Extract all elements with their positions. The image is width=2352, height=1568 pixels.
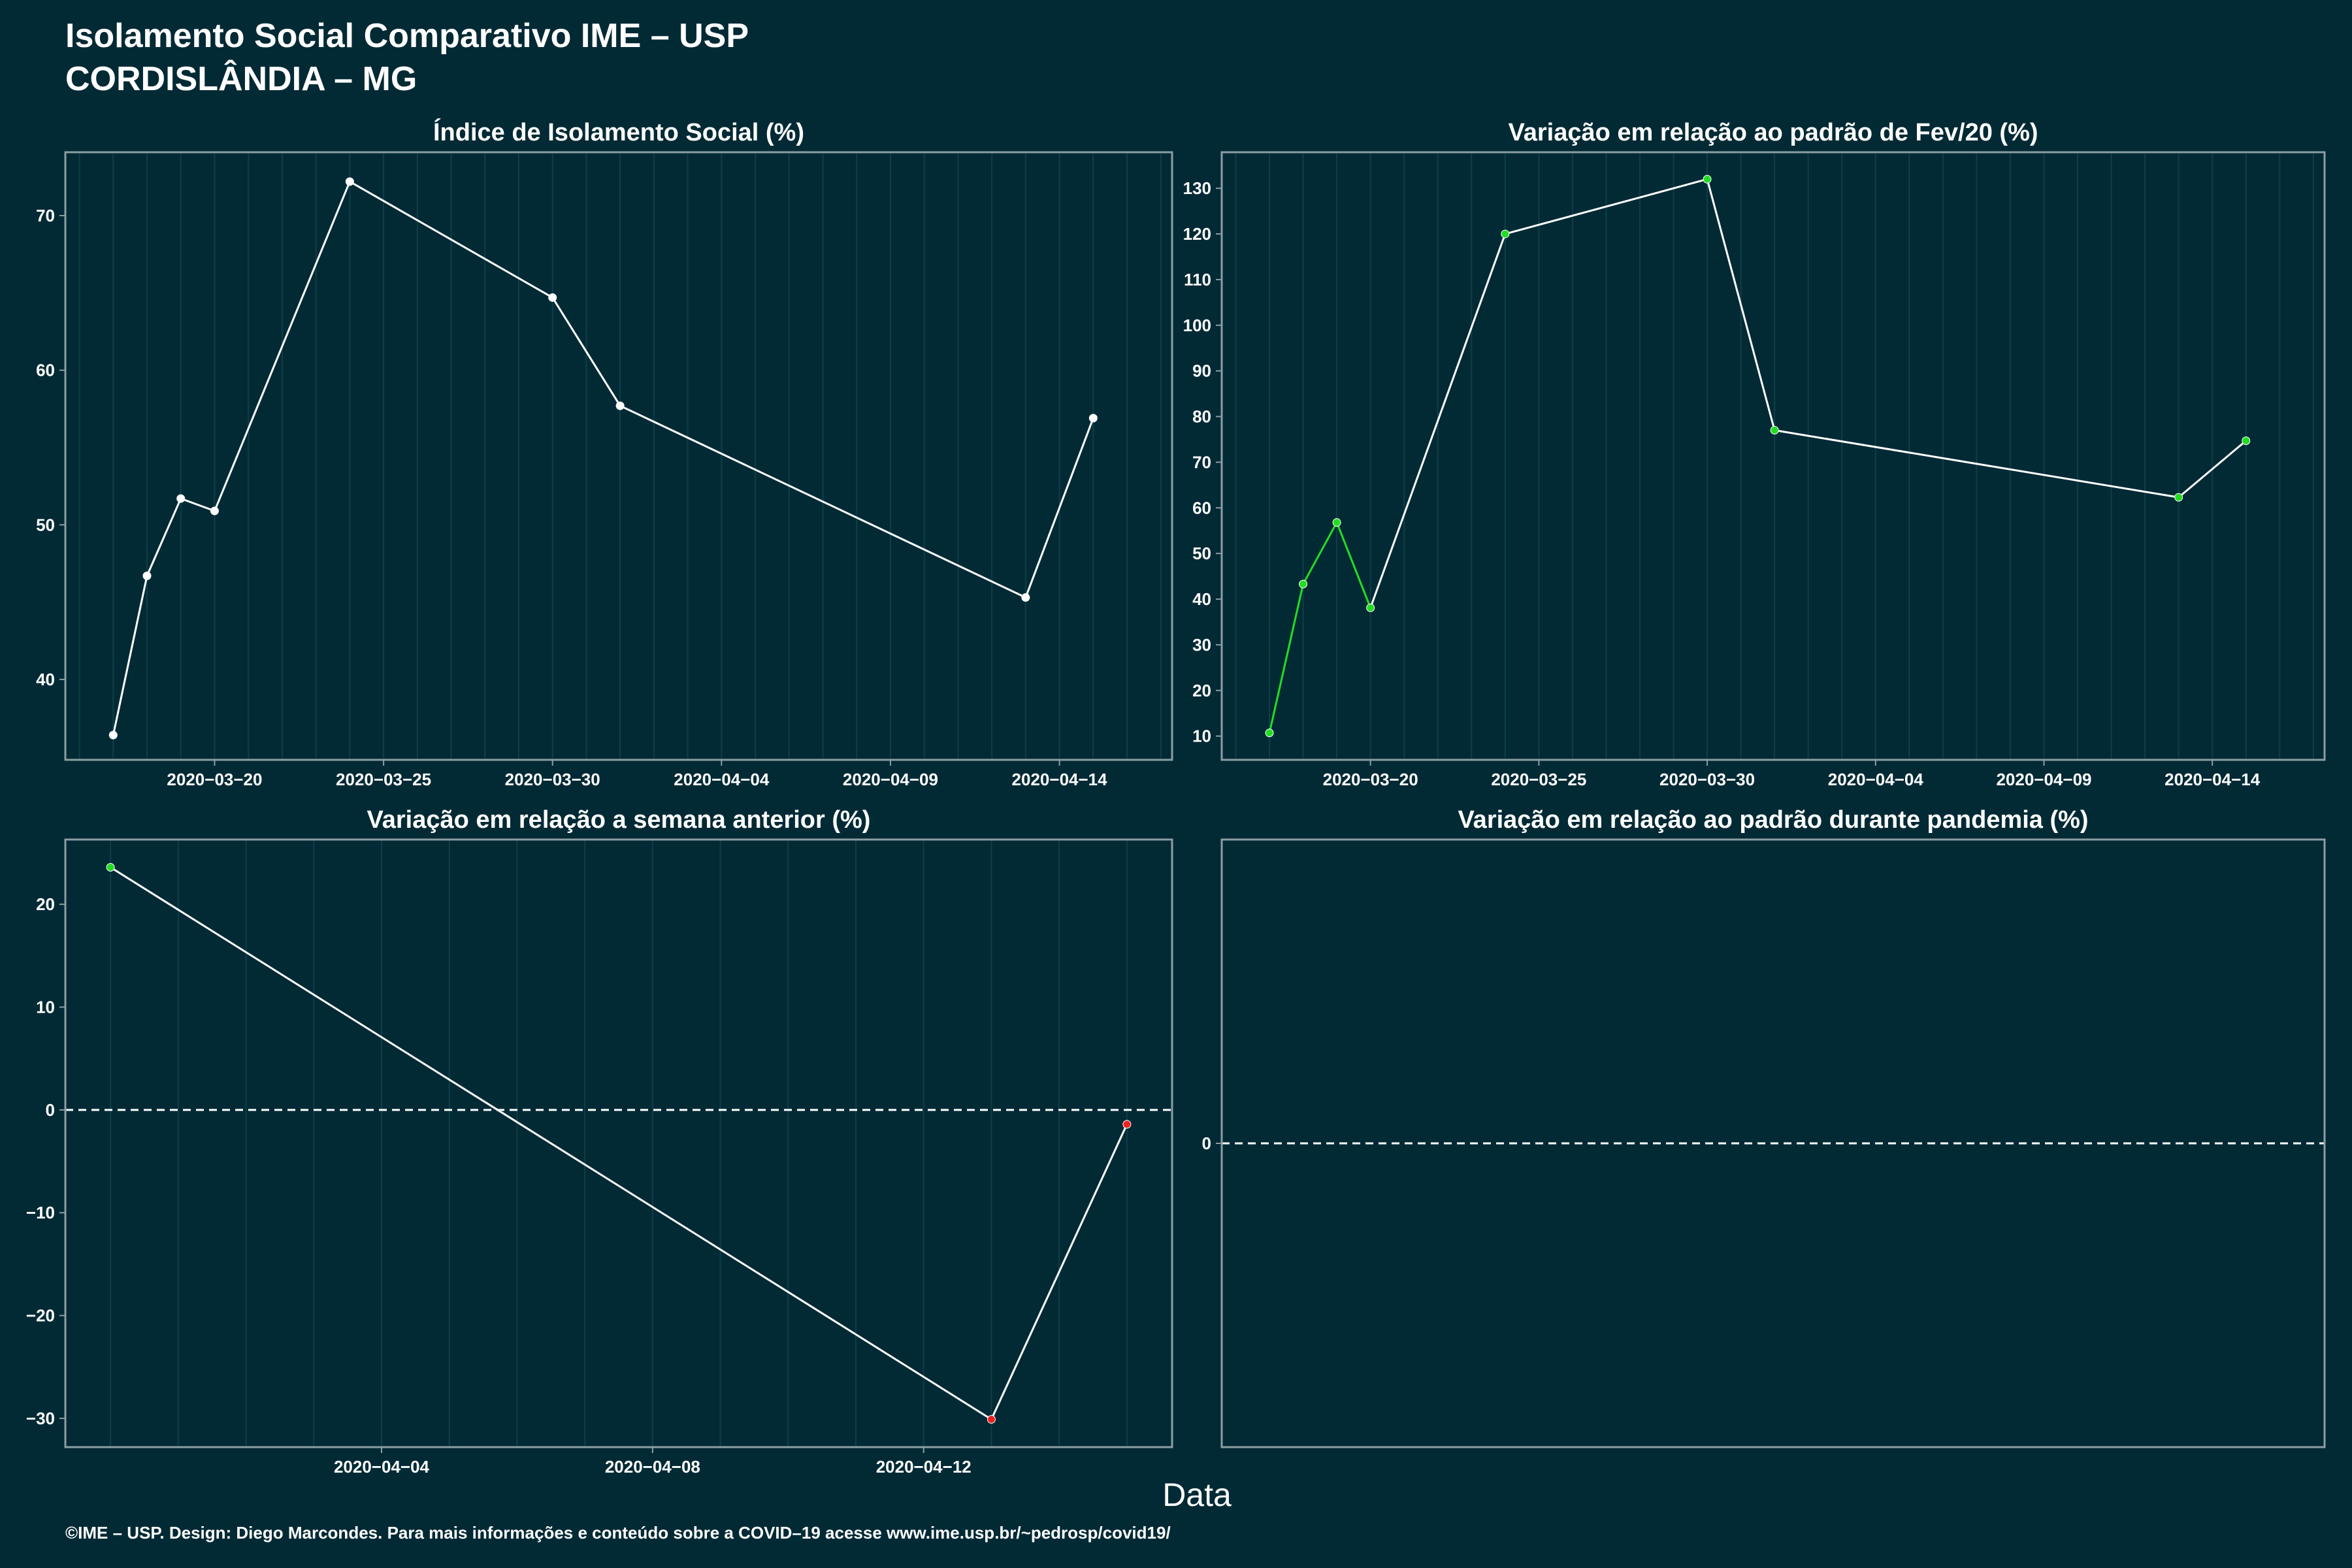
series-segment	[112, 576, 148, 736]
panel-title: Variação em relação a semana anterior (%…	[367, 806, 871, 834]
series-segment	[1024, 417, 1094, 598]
data-point	[1122, 1120, 1132, 1129]
series-segment	[1335, 522, 1372, 608]
footer-credit: ©IME – USP. Design: Diego Marcondes. Par…	[65, 1523, 1171, 1543]
y-tick-label: −10	[26, 1203, 55, 1222]
series-segment	[146, 498, 182, 576]
data-point	[106, 862, 115, 872]
y-tick-label: 130	[1183, 178, 1211, 198]
series-segment	[1774, 429, 2179, 498]
data-point	[615, 401, 625, 410]
x-tick-label: 2020−04−12	[876, 1457, 972, 1477]
page-subtitle: CORDISLÂNDIA – MG	[65, 59, 417, 98]
x-tick-label: 2020−04−09	[1996, 770, 2091, 789]
data-point	[1332, 518, 1341, 527]
data-point	[2174, 493, 2183, 502]
y-tick-label: 0	[1202, 1134, 1211, 1153]
y-tick-label: 0	[46, 1100, 55, 1120]
y-tick-label: 40	[1192, 589, 1211, 609]
series-segment	[551, 297, 621, 406]
panel-border	[64, 151, 1173, 761]
y-tick-label: 10	[36, 997, 55, 1017]
panel-title: Índice de Isolamento Social (%)	[433, 118, 804, 146]
plot-area	[65, 152, 1172, 760]
y-tick-label: 20	[36, 894, 55, 914]
series-segment	[110, 866, 992, 1420]
x-tick-label: 2020−04−14	[1012, 770, 1108, 789]
page-title: Isolamento Social Comparativo IME – USP	[65, 17, 749, 55]
data-point	[210, 506, 219, 515]
x-tick-label: 2020−04−04	[334, 1457, 430, 1477]
y-tick-label: 110	[1184, 270, 1211, 289]
x-tick-label: 2020−03−20	[1323, 770, 1418, 789]
series-segment	[180, 497, 215, 512]
data-point	[1021, 593, 1030, 602]
plot-area	[65, 840, 1172, 1447]
x-tick-label: 2020−04−14	[2164, 770, 2261, 789]
y-tick-label: 20	[1192, 681, 1211, 700]
series-segment	[1302, 521, 1338, 585]
y-tick-label: 60	[1192, 498, 1211, 517]
y-tick-label: 90	[1192, 361, 1211, 381]
series-segment	[1505, 178, 1708, 235]
series-segment	[2178, 440, 2247, 498]
panel-border	[1220, 151, 2326, 761]
panel-fev20: Variação em relação ao padrão de Fev/20 …	[1183, 119, 2326, 789]
y-tick-label: 40	[36, 670, 55, 689]
data-point	[1501, 229, 1510, 238]
data-point	[987, 1415, 996, 1424]
data-point	[1265, 728, 1274, 738]
series-segment	[1706, 178, 1776, 431]
series-segment	[990, 1124, 1128, 1420]
y-tick-label: −20	[26, 1306, 55, 1326]
y-tick-label: 50	[36, 515, 55, 534]
y-tick-label: 60	[36, 361, 55, 380]
data-point	[548, 293, 557, 302]
x-tick-label: 2020−04−08	[605, 1457, 700, 1477]
y-tick-label: 80	[1192, 407, 1211, 427]
y-tick-label: 100	[1183, 316, 1211, 335]
y-tick-label: 50	[1192, 544, 1211, 563]
data-point	[142, 571, 152, 580]
data-point	[1299, 580, 1308, 589]
x-tick-label: 2020−03−25	[1491, 770, 1586, 789]
panel-isolamento: Índice de Isolamento Social (%) 40 50 60 70 2…	[36, 118, 1173, 789]
data-point	[345, 177, 354, 186]
y-tick-label: 10	[1192, 727, 1211, 746]
y-tick-label: 30	[1192, 635, 1211, 655]
panel-title: Variação em relação ao padrão durante pa…	[1458, 806, 2088, 834]
series-segment	[1369, 233, 1507, 608]
data-point	[176, 494, 186, 503]
panel-semana: Variação em relação a semana anterior (%…	[26, 806, 1173, 1477]
x-tick-label: 2020−04−04	[674, 770, 770, 789]
x-tick-label: 2020−03−30	[1659, 770, 1755, 789]
panel-border	[64, 838, 1173, 1448]
x-tick-label: 2020−04−09	[843, 770, 938, 789]
data-point	[1703, 174, 1712, 184]
panel-border	[1220, 838, 2326, 1448]
data-point	[1770, 426, 1779, 435]
series-segment	[619, 404, 1026, 598]
y-tick-label: 120	[1183, 224, 1211, 244]
x-tick-label: 2020−03−30	[505, 770, 600, 789]
series-segment	[349, 180, 553, 299]
data-point	[108, 730, 118, 740]
x-tick-label: 2020−04−04	[1828, 770, 1924, 789]
panel-pandemia: Variação em relação ao padrão durante pa…	[1202, 806, 2326, 1448]
panel-title: Variação em relação ao padrão de Fev/20 …	[1508, 119, 2038, 146]
x-tick-label: 2020−03−20	[167, 770, 262, 789]
y-tick-label: 70	[36, 206, 55, 225]
series-segment	[214, 181, 351, 512]
y-tick-label: 70	[1192, 452, 1211, 472]
series-segment	[1268, 583, 1305, 734]
plot-area	[1222, 152, 2325, 760]
y-tick-label: −30	[26, 1409, 55, 1428]
data-point	[1366, 603, 1375, 612]
data-point	[1088, 414, 1098, 423]
x-axis-label: Data	[1162, 1477, 1232, 1513]
data-point	[2242, 436, 2251, 446]
x-tick-label: 2020−03−25	[336, 770, 431, 789]
